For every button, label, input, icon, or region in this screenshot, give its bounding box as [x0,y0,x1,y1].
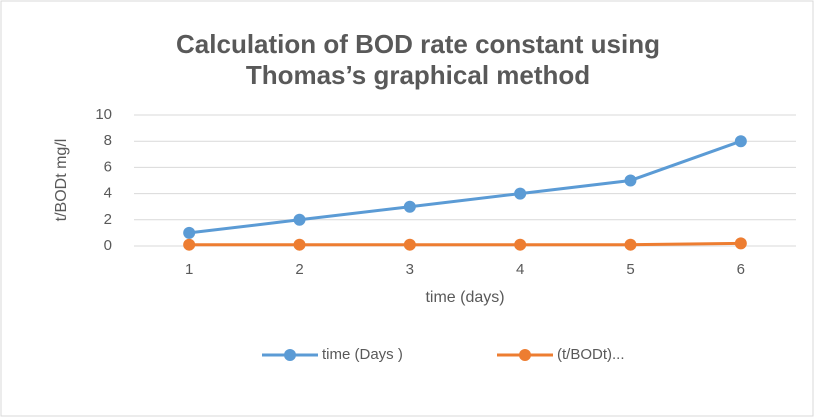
y-axis-label: t/BODt mg/l [53,139,70,222]
point [183,238,196,251]
y-tick-label: 8 [104,132,112,149]
point [293,238,306,251]
point [183,226,196,239]
point [514,238,527,251]
series-line [189,241,741,247]
chart-title: Calculation of BOD rate constant using [176,29,660,59]
y-tick-label: 2 [104,211,112,228]
point [624,238,637,251]
x-tick-label: 5 [626,261,634,278]
legend-label: time (Days ) [322,346,403,363]
y-tick-label: 10 [95,106,112,123]
point [293,213,306,226]
series-line [188,139,742,235]
x-tick-label: 4 [516,261,524,278]
legend-marker [519,349,531,361]
point [734,237,747,250]
x-tick-label: 3 [406,261,414,278]
y-tick-label: 4 [104,185,112,202]
point [403,200,416,213]
point [403,238,416,251]
point [514,187,527,200]
x-tick-label: 1 [185,261,193,278]
chart-title: Thomas’s graphical method [246,60,590,90]
legend-label: (t/BODt)... [557,346,625,363]
y-tick-label: 6 [104,158,112,175]
point [734,135,747,148]
x-tick-label: 6 [737,261,745,278]
x-tick-label: 2 [295,261,303,278]
legend-marker [284,349,296,361]
x-axis-label: time (days) [425,289,504,306]
y-tick-label: 0 [104,237,112,254]
point [624,174,637,187]
